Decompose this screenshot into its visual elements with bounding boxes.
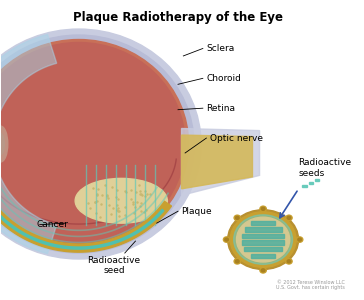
Circle shape (223, 237, 230, 242)
Circle shape (298, 238, 301, 241)
Circle shape (236, 216, 239, 219)
Text: Radioactive
seed: Radioactive seed (88, 256, 141, 275)
Circle shape (228, 210, 298, 269)
Text: Plaque: Plaque (182, 207, 212, 216)
Polygon shape (0, 34, 57, 254)
Ellipse shape (0, 126, 8, 162)
Polygon shape (245, 227, 281, 232)
Circle shape (234, 259, 241, 264)
Polygon shape (302, 184, 307, 187)
Text: Plaque Radiotherapy of the Eye: Plaque Radiotherapy of the Eye (73, 11, 283, 24)
Circle shape (261, 207, 265, 210)
Circle shape (225, 238, 228, 241)
Ellipse shape (0, 29, 201, 259)
Polygon shape (0, 201, 171, 252)
Ellipse shape (0, 43, 185, 246)
Polygon shape (309, 182, 313, 184)
Text: Cancer: Cancer (36, 220, 68, 229)
Polygon shape (244, 247, 282, 251)
Polygon shape (315, 179, 320, 181)
Circle shape (286, 259, 292, 264)
Circle shape (234, 215, 293, 264)
Ellipse shape (0, 40, 189, 248)
Polygon shape (182, 128, 260, 195)
Ellipse shape (75, 178, 167, 223)
Text: Sclera: Sclera (206, 44, 235, 53)
Circle shape (230, 212, 296, 267)
Text: Choroid: Choroid (206, 74, 241, 83)
Ellipse shape (0, 35, 194, 253)
Text: Retina: Retina (206, 104, 236, 113)
Circle shape (296, 237, 303, 242)
Circle shape (286, 215, 292, 220)
Circle shape (260, 268, 266, 273)
Polygon shape (251, 254, 275, 258)
Text: © 2012 Terese Winslow LLC
U.S. Govt. has certain rights: © 2012 Terese Winslow LLC U.S. Govt. has… (276, 280, 345, 290)
Circle shape (234, 215, 241, 220)
Circle shape (260, 206, 266, 212)
Polygon shape (242, 234, 284, 238)
Polygon shape (182, 135, 253, 189)
Polygon shape (242, 241, 284, 245)
Circle shape (237, 217, 290, 262)
Text: Radioactive
seeds: Radioactive seeds (298, 158, 352, 178)
Circle shape (287, 216, 291, 219)
Circle shape (287, 260, 291, 263)
Ellipse shape (0, 134, 4, 154)
Text: Optic nerve: Optic nerve (210, 134, 263, 142)
Circle shape (236, 260, 239, 263)
Circle shape (261, 269, 265, 272)
Polygon shape (252, 221, 275, 225)
